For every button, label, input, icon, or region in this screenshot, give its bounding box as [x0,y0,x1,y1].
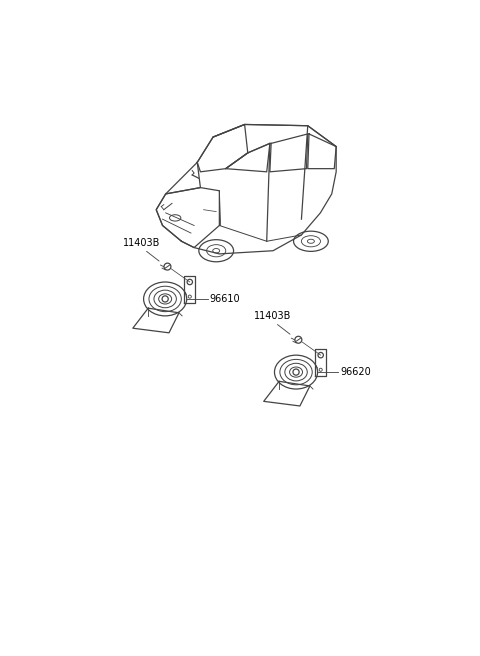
Text: 96620: 96620 [341,367,372,377]
Text: 96610: 96610 [210,294,240,304]
Text: 11403B: 11403B [123,238,160,248]
Text: 11403B: 11403B [254,311,291,321]
